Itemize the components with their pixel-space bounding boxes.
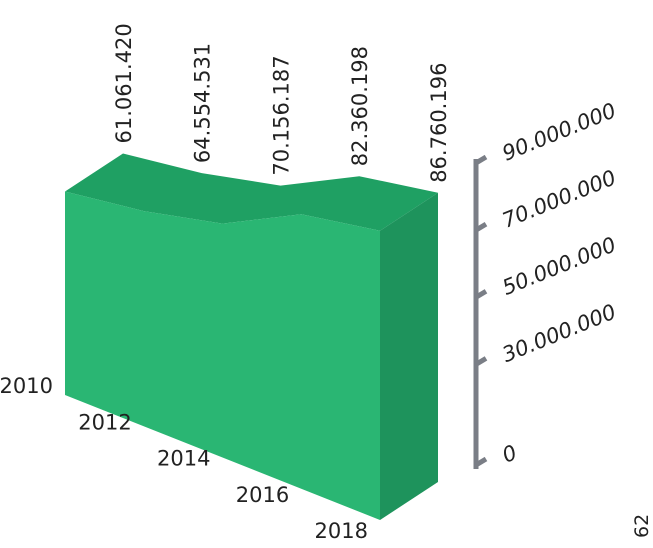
x-tick-label: 2018 — [315, 519, 368, 543]
value-label: 70.156.187 — [270, 55, 294, 175]
area-top — [65, 153, 438, 231]
value-label: 86.760.196 — [427, 63, 451, 183]
y-tick-label: 0 — [499, 440, 520, 467]
y-tick — [474, 154, 488, 166]
y-tick-label: 30.000.000 — [499, 300, 619, 367]
area-front — [65, 191, 380, 520]
y-tick-label: 70.000.000 — [499, 165, 619, 232]
y-tick — [474, 456, 488, 468]
value-label: 82.360.198 — [348, 46, 372, 166]
x-tick-label: 2012 — [78, 410, 131, 434]
area-side — [380, 192, 438, 520]
value-label: 64.554.531 — [191, 43, 215, 163]
y-tick — [474, 356, 488, 367]
value-label: 61.061.420 — [112, 23, 136, 143]
x-tick-label: 2010 — [0, 374, 53, 398]
y-tick — [474, 221, 488, 233]
page-number: 62 — [631, 514, 653, 538]
y-tick — [474, 289, 488, 300]
x-tick-label: 2014 — [157, 447, 210, 471]
x-tick-label: 2016 — [236, 483, 289, 507]
y-tick-label: 50.000.000 — [499, 233, 619, 300]
y-tick-label: 90.000.000 — [499, 98, 619, 165]
